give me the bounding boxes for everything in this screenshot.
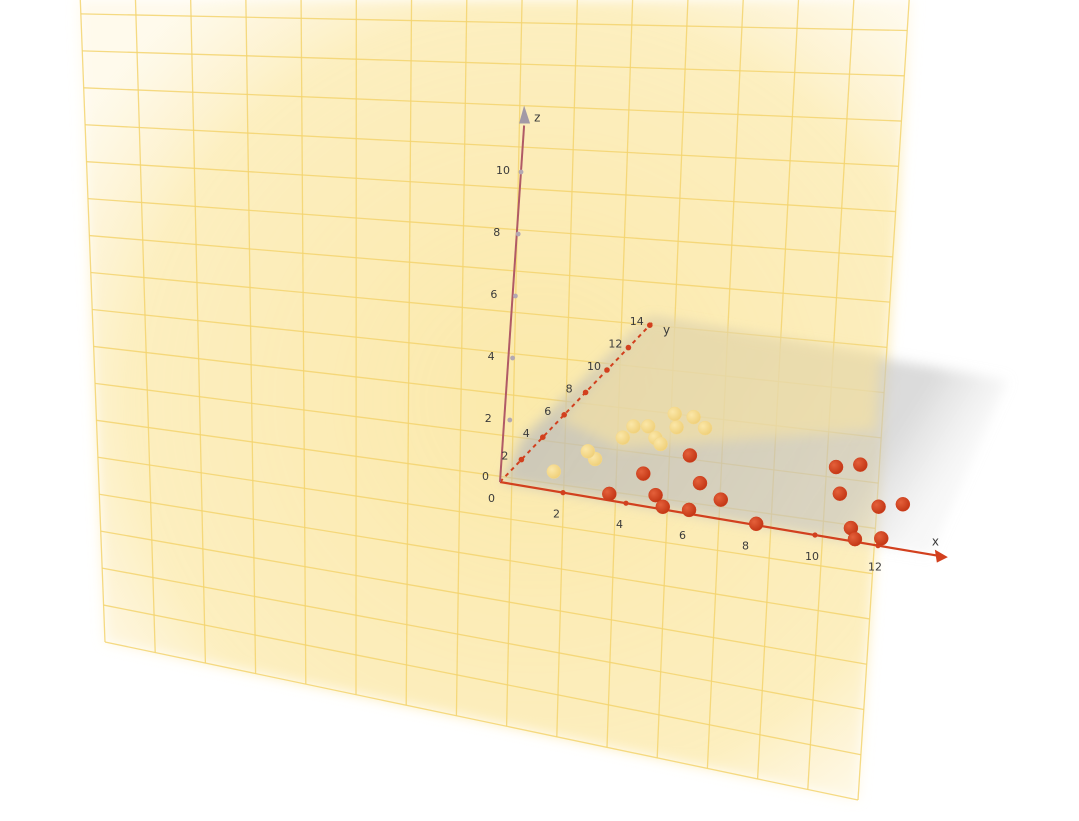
x-tick-mark <box>623 501 628 506</box>
y-tick-mark <box>561 412 567 418</box>
x-tick-label: 4 <box>616 518 623 531</box>
data-point[interactable] <box>547 465 561 479</box>
data-point[interactable] <box>668 407 682 421</box>
data-point[interactable] <box>683 448 697 462</box>
y-tick-label: 6 <box>544 405 551 418</box>
z-tick-label: 2 <box>485 412 492 425</box>
data-point[interactable] <box>874 531 888 545</box>
z-tick-label: 0 <box>482 470 489 483</box>
y-tick-label: 14 <box>630 315 644 328</box>
data-point[interactable] <box>627 419 641 433</box>
data-point[interactable] <box>682 503 696 517</box>
origin-label: 0 <box>488 492 495 505</box>
data-point[interactable] <box>656 500 670 514</box>
z-tick-mark <box>507 418 512 423</box>
y-tick-mark <box>519 457 525 463</box>
x-tick-mark <box>812 532 817 537</box>
data-point[interactable] <box>654 437 668 451</box>
z-tick-mark <box>513 294 518 299</box>
data-point[interactable] <box>687 410 701 424</box>
y-tick-label: 10 <box>587 360 601 373</box>
z-tick-label: 4 <box>488 350 495 363</box>
x-axis-arrow <box>935 550 948 563</box>
x-tick-label: 6 <box>679 529 686 542</box>
data-point[interactable] <box>581 444 595 458</box>
y-tick-mark <box>540 434 546 440</box>
x-tick-mark <box>560 490 565 495</box>
z-axis-label: z <box>534 111 540 125</box>
y-tick-mark <box>647 322 653 328</box>
y-tick-label: 4 <box>523 427 530 440</box>
data-point[interactable] <box>602 487 616 501</box>
data-point[interactable] <box>853 458 867 472</box>
z-tick-mark <box>516 232 521 237</box>
data-point[interactable] <box>670 420 684 434</box>
data-point[interactable] <box>714 493 728 507</box>
z-tick-label: 6 <box>490 288 497 301</box>
x-tick-label: 12 <box>868 561 882 574</box>
data-point[interactable] <box>896 497 910 511</box>
z-tick-mark <box>510 356 515 361</box>
data-point[interactable] <box>636 467 650 481</box>
data-point[interactable] <box>872 500 886 514</box>
data-point[interactable] <box>848 532 862 546</box>
x-tick-label: 8 <box>742 539 749 552</box>
x-axis-label: x <box>932 535 939 549</box>
data-point[interactable] <box>829 460 843 474</box>
y-tick-label: 8 <box>566 382 573 395</box>
y-tick-mark <box>626 345 632 351</box>
data-point[interactable] <box>616 431 630 445</box>
x-tick-label: 2 <box>553 508 560 521</box>
data-point[interactable] <box>749 517 763 531</box>
data-point[interactable] <box>833 487 847 501</box>
y-tick-mark <box>604 367 610 373</box>
y-tick-label: 2 <box>501 450 508 463</box>
y-axis-label: y <box>663 323 670 337</box>
data-point[interactable] <box>693 476 707 490</box>
y-tick-label: 12 <box>608 338 622 351</box>
z-tick-label: 8 <box>493 226 500 239</box>
z-tick-mark <box>519 170 524 175</box>
y-tick-mark <box>583 390 589 396</box>
data-point[interactable] <box>698 421 712 435</box>
z-tick-label: 10 <box>496 164 510 177</box>
x-tick-label: 10 <box>805 550 819 563</box>
